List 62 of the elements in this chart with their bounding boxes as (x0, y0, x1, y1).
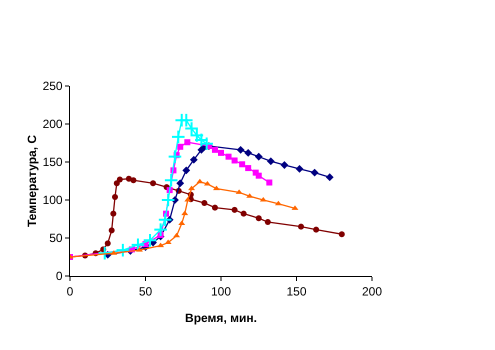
point (280, 161, 288, 169)
point (97, 246, 112, 260)
point (190, 156, 198, 164)
point (212, 146, 218, 153)
point (158, 212, 172, 228)
point (112, 194, 118, 200)
point (213, 186, 220, 190)
point (232, 206, 238, 213)
point (298, 224, 304, 230)
y-tick-label: 150 (42, 155, 63, 170)
point (116, 242, 130, 258)
point (310, 168, 319, 177)
point (256, 172, 262, 179)
point (326, 173, 334, 182)
point (266, 180, 272, 186)
point (232, 157, 238, 164)
point (313, 226, 320, 233)
point (236, 146, 245, 154)
point (164, 172, 178, 188)
y-tick-label: 0 (56, 269, 63, 284)
y-tick-label: 200 (42, 117, 63, 132)
point (170, 130, 186, 144)
point (153, 222, 168, 237)
point (104, 240, 111, 246)
point (212, 204, 218, 211)
x-axis-title: Время, мин. (185, 311, 257, 325)
point (184, 139, 190, 146)
point (244, 148, 252, 157)
x-tick-label: 0 (66, 284, 74, 298)
point (176, 179, 184, 188)
point (264, 219, 271, 226)
y-tick-label: 100 (42, 193, 63, 208)
point (226, 154, 232, 160)
point (110, 210, 116, 217)
point (142, 232, 158, 248)
point (245, 165, 252, 172)
point (116, 176, 123, 182)
point (182, 166, 190, 174)
point (338, 231, 345, 238)
point (254, 152, 263, 161)
point (256, 215, 262, 222)
point (168, 149, 182, 164)
point (108, 227, 115, 234)
point (266, 157, 275, 166)
y-tick-label: 250 (42, 79, 63, 94)
point (177, 144, 184, 150)
point (150, 180, 156, 186)
y-axis-title: Температура, С (25, 134, 39, 228)
point (218, 150, 224, 156)
x-tick-label: 50 (138, 284, 152, 298)
point (240, 210, 247, 217)
point (239, 161, 246, 168)
point (130, 177, 136, 184)
point (201, 200, 208, 206)
point (160, 192, 176, 208)
x-tick-label: 100 (210, 284, 232, 298)
point (296, 164, 304, 173)
point (292, 205, 298, 210)
y-tick-label: 50 (49, 231, 63, 246)
point (136, 247, 143, 252)
x-tick-label: 200 (362, 284, 382, 298)
x-tick-label: 150 (286, 284, 307, 298)
